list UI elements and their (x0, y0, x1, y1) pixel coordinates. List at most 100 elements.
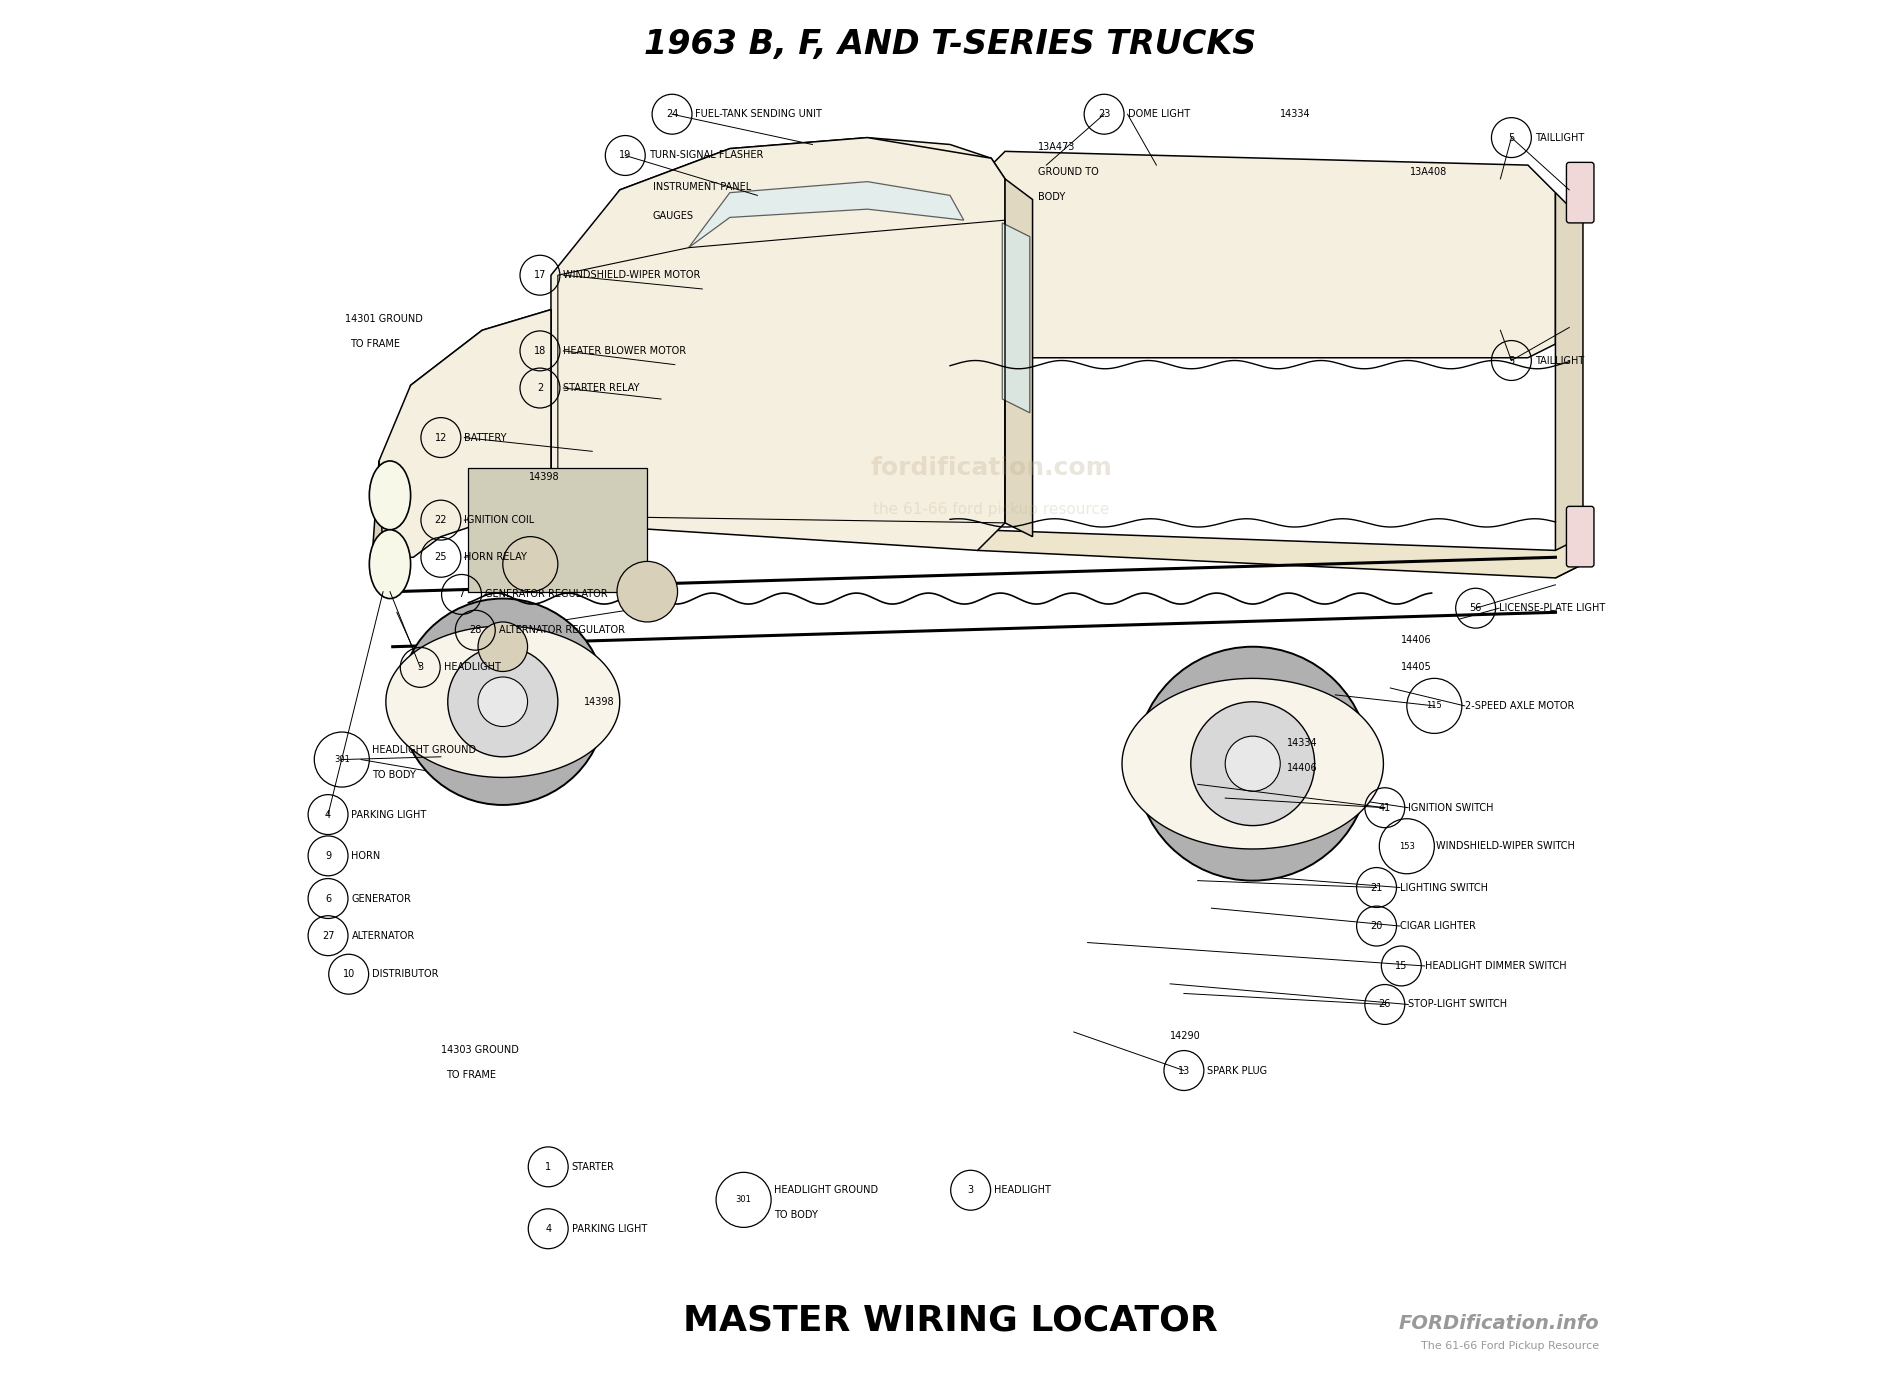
Text: 4: 4 (325, 809, 331, 820)
Text: WINDSHIELD-WIPER SWITCH: WINDSHIELD-WIPER SWITCH (1436, 841, 1575, 852)
Text: 14406: 14406 (1402, 634, 1433, 645)
Text: 10: 10 (342, 969, 355, 980)
Text: HEADLIGHT: HEADLIGHT (994, 1185, 1051, 1196)
FancyBboxPatch shape (1566, 506, 1594, 567)
Text: 3: 3 (967, 1185, 973, 1196)
Polygon shape (950, 330, 1583, 578)
Text: 41: 41 (1379, 802, 1391, 813)
Text: 3: 3 (418, 662, 424, 673)
Text: LIGHTING SWITCH: LIGHTING SWITCH (1400, 882, 1488, 893)
Text: 20: 20 (1370, 921, 1383, 932)
Text: 17: 17 (534, 270, 545, 281)
Polygon shape (386, 626, 619, 777)
Text: 23: 23 (1098, 109, 1110, 120)
Text: 14290: 14290 (1170, 1031, 1201, 1042)
Text: BODY: BODY (1037, 191, 1066, 202)
FancyBboxPatch shape (1566, 162, 1594, 223)
Text: 1: 1 (545, 1161, 551, 1172)
Text: ALTERNATOR REGULATOR: ALTERNATOR REGULATOR (498, 625, 625, 636)
Text: CIGAR LIGHTER: CIGAR LIGHTER (1400, 921, 1476, 932)
Text: GENERATOR: GENERATOR (352, 893, 410, 904)
Text: 14334: 14334 (1281, 109, 1311, 120)
Text: SPARK PLUG: SPARK PLUG (1206, 1065, 1267, 1076)
Text: STARTER: STARTER (572, 1161, 614, 1172)
Text: 13: 13 (1178, 1065, 1189, 1076)
Text: HORN RELAY: HORN RELAY (464, 552, 526, 563)
Text: 301: 301 (735, 1196, 752, 1204)
Text: 6: 6 (325, 893, 331, 904)
Text: the 61-66 ford pickup resource: the 61-66 ford pickup resource (874, 502, 1110, 516)
Text: PARKING LIGHT: PARKING LIGHT (572, 1223, 646, 1234)
Polygon shape (688, 182, 963, 248)
Text: TAILLIGHT: TAILLIGHT (1535, 132, 1585, 143)
Polygon shape (551, 138, 1005, 550)
Text: 26: 26 (1379, 999, 1391, 1010)
Polygon shape (950, 151, 1556, 358)
Circle shape (504, 537, 559, 592)
Text: 25: 25 (435, 552, 446, 563)
Polygon shape (1556, 193, 1583, 578)
Text: 4: 4 (545, 1223, 551, 1234)
Text: GENERATOR REGULATOR: GENERATOR REGULATOR (484, 589, 608, 600)
Text: 14398: 14398 (528, 472, 560, 483)
Ellipse shape (369, 530, 410, 599)
Bar (469, 468, 648, 592)
Text: 301: 301 (334, 755, 350, 764)
Text: DOME LIGHT: DOME LIGHT (1127, 109, 1189, 120)
Text: 1963 B, F, AND T-SERIES TRUCKS: 1963 B, F, AND T-SERIES TRUCKS (644, 28, 1256, 61)
Text: 24: 24 (665, 109, 678, 120)
Text: LICENSE-PLATE LIGHT: LICENSE-PLATE LIGHT (1499, 603, 1606, 614)
Text: 14334: 14334 (1286, 738, 1319, 749)
Circle shape (479, 622, 528, 671)
Text: fordification.com: fordification.com (870, 455, 1112, 480)
Text: PARKING LIGHT: PARKING LIGHT (352, 809, 428, 820)
Polygon shape (1003, 223, 1030, 413)
Text: FORDification.info: FORDification.info (1398, 1314, 1600, 1333)
Circle shape (1191, 702, 1315, 826)
Text: INSTRUMENT PANEL: INSTRUMENT PANEL (654, 182, 750, 193)
Text: ALTERNATOR: ALTERNATOR (352, 930, 414, 941)
Text: MASTER WIRING LOCATOR: MASTER WIRING LOCATOR (682, 1304, 1218, 1337)
Text: 7: 7 (458, 589, 466, 600)
Text: DISTRIBUTOR: DISTRIBUTOR (372, 969, 439, 980)
Text: STOP-LIGHT SWITCH: STOP-LIGHT SWITCH (1408, 999, 1507, 1010)
Text: 15: 15 (1395, 960, 1408, 971)
Circle shape (399, 599, 606, 805)
Text: HEATER BLOWER MOTOR: HEATER BLOWER MOTOR (562, 345, 686, 356)
Text: HEADLIGHT GROUND: HEADLIGHT GROUND (773, 1185, 878, 1196)
Text: 18: 18 (534, 345, 545, 356)
Text: BATTERY: BATTERY (464, 432, 507, 443)
Text: WINDSHIELD-WIPER MOTOR: WINDSHIELD-WIPER MOTOR (562, 270, 701, 281)
Circle shape (1226, 736, 1281, 791)
Text: 13A408: 13A408 (1410, 166, 1446, 178)
Text: 19: 19 (619, 150, 631, 161)
Text: 5: 5 (1509, 132, 1514, 143)
Polygon shape (1005, 179, 1032, 537)
Text: HEADLIGHT DIMMER SWITCH: HEADLIGHT DIMMER SWITCH (1425, 960, 1566, 971)
Polygon shape (950, 330, 977, 550)
Polygon shape (564, 138, 1005, 275)
Polygon shape (372, 461, 384, 557)
Ellipse shape (369, 461, 410, 530)
Text: GROUND TO: GROUND TO (1037, 166, 1098, 178)
Circle shape (1136, 647, 1370, 881)
Polygon shape (399, 310, 551, 495)
Text: TURN-SIGNAL FLASHER: TURN-SIGNAL FLASHER (648, 150, 764, 161)
Text: HEADLIGHT: HEADLIGHT (443, 662, 500, 673)
Text: 2-SPEED AXLE MOTOR: 2-SPEED AXLE MOTOR (1465, 700, 1573, 711)
Text: The 61-66 Ford Pickup Resource: The 61-66 Ford Pickup Resource (1421, 1340, 1600, 1351)
Text: FUEL-TANK SENDING UNIT: FUEL-TANK SENDING UNIT (695, 109, 823, 120)
Text: 115: 115 (1427, 702, 1442, 710)
Text: IGNITION COIL: IGNITION COIL (464, 515, 534, 526)
Text: HORN: HORN (352, 850, 380, 861)
Text: STARTER RELAY: STARTER RELAY (562, 383, 640, 394)
Text: TO BODY: TO BODY (773, 1210, 817, 1221)
Text: GAUGES: GAUGES (654, 211, 694, 222)
Circle shape (618, 561, 678, 622)
Text: 56: 56 (1469, 603, 1482, 614)
Text: 27: 27 (321, 930, 334, 941)
Text: TO FRAME: TO FRAME (446, 1069, 496, 1080)
Text: 2: 2 (538, 383, 543, 394)
Text: HEADLIGHT GROUND: HEADLIGHT GROUND (372, 744, 477, 755)
Polygon shape (378, 310, 551, 557)
